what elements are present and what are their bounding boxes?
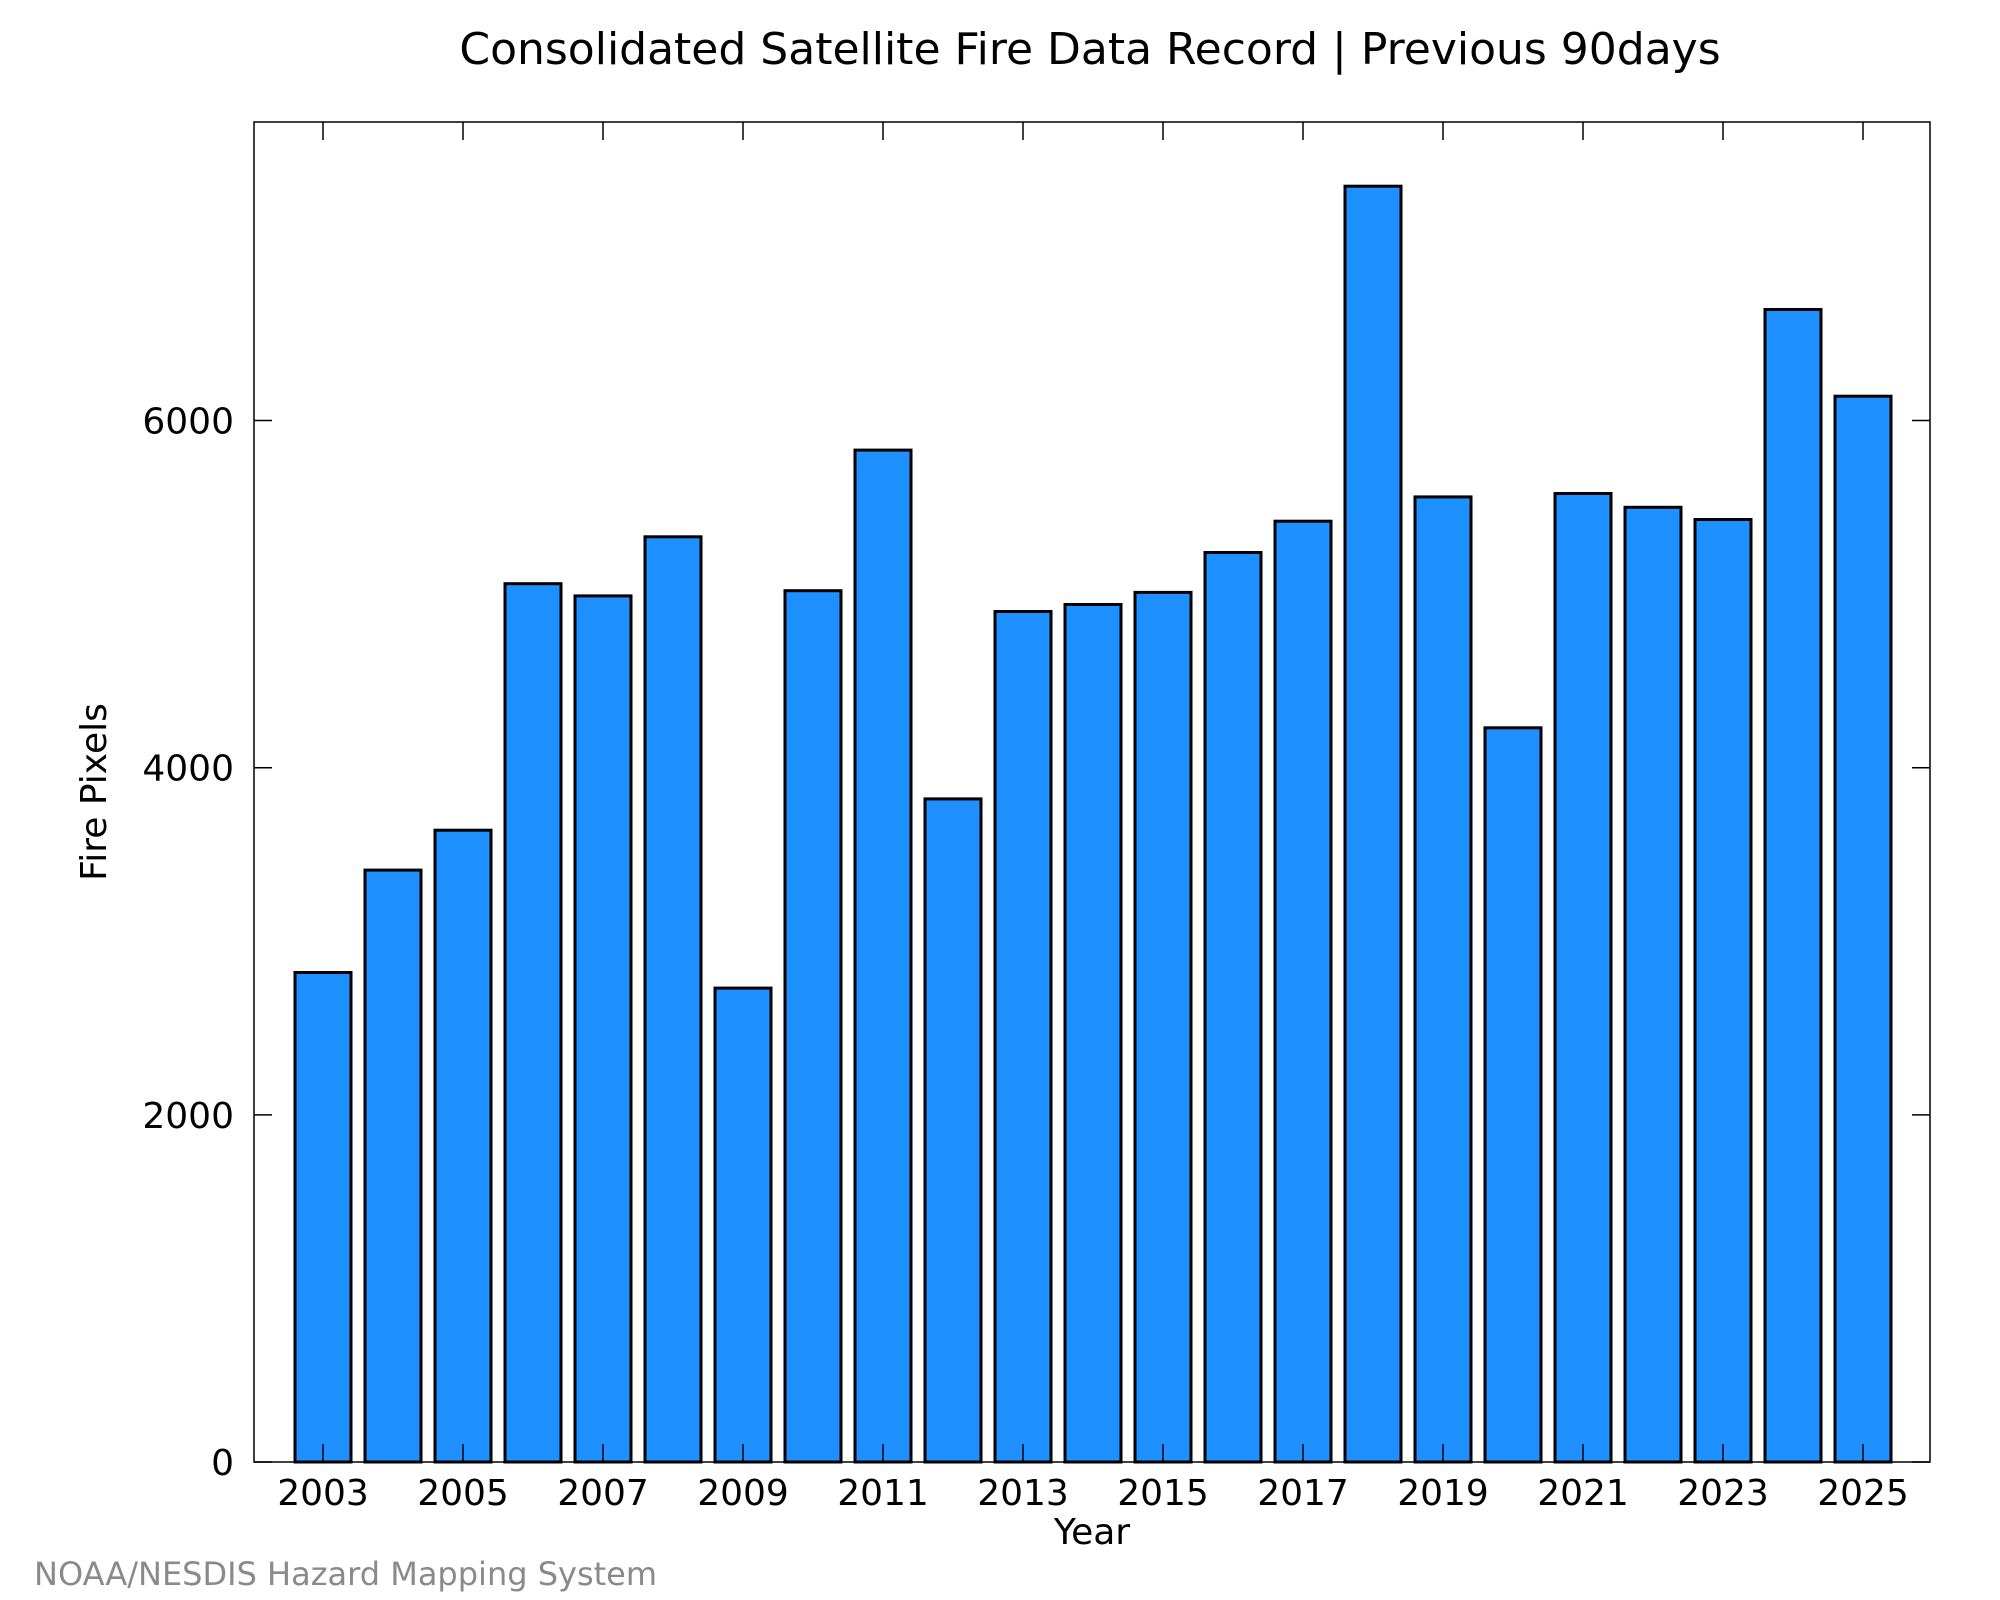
bar-2013: [993, 610, 1053, 1464]
x-tick-label: 2023: [1677, 1473, 1769, 1514]
bar-2021: [1553, 492, 1613, 1464]
y-tick-label: 2000: [142, 1096, 234, 1137]
bar-2003: [293, 971, 353, 1464]
bar-2006: [503, 582, 563, 1464]
y-tick-label: 6000: [142, 402, 234, 443]
bars-group: [293, 184, 1893, 1464]
bar-2008: [643, 535, 703, 1464]
chart-title: Consolidated Satellite Fire Data Record …: [459, 24, 1720, 75]
bar-2015: [1133, 590, 1193, 1464]
x-tick-label: 2005: [417, 1473, 509, 1514]
x-tick-label: 2011: [837, 1473, 929, 1514]
x-tick-label: 2019: [1397, 1473, 1489, 1514]
x-tick-label: 2007: [557, 1473, 649, 1514]
bar-2011: [853, 448, 913, 1464]
y-tick-label: 4000: [142, 749, 234, 790]
bar-2016: [1203, 551, 1263, 1464]
x-tick-label: 2003: [277, 1473, 369, 1514]
bar-2010: [783, 589, 843, 1464]
bar-2019: [1413, 495, 1473, 1464]
bar-2012: [923, 797, 983, 1464]
bar-2004: [363, 868, 423, 1464]
bar-2007: [573, 594, 633, 1464]
credit-text: NOAA/NESDIS Hazard Mapping System: [34, 1555, 657, 1593]
bar-2017: [1273, 519, 1333, 1464]
bar-2018: [1343, 184, 1403, 1464]
x-tick-label: 2015: [1117, 1473, 1209, 1514]
ticks-group: [254, 122, 1930, 1463]
y-tick-labels: 0 2000 4000 6000: [142, 402, 234, 1484]
bar-2025: [1833, 394, 1893, 1464]
bar-2023: [1693, 518, 1753, 1464]
x-tick-label: 2025: [1817, 1473, 1909, 1514]
y-tick-label: 0: [211, 1443, 234, 1484]
x-tick-labels: 2003 2005 2007 2009 2011 2013 2015 2017 2019 2021…: [277, 1473, 1909, 1514]
x-tick-label: 2021: [1537, 1473, 1629, 1514]
bar-2022: [1623, 505, 1683, 1464]
bar-2014: [1063, 603, 1123, 1464]
x-tick-label: 2017: [1257, 1473, 1349, 1514]
x-axis-label: Year: [1053, 1512, 1130, 1553]
bar-2020: [1483, 726, 1543, 1464]
y-axis-label: Fire Pixels: [74, 703, 115, 881]
x-tick-label: 2013: [977, 1473, 1069, 1514]
bar-2024: [1763, 308, 1823, 1464]
bar-2009: [713, 986, 773, 1464]
x-tick-label: 2009: [697, 1473, 789, 1514]
bar-2005: [433, 828, 493, 1464]
